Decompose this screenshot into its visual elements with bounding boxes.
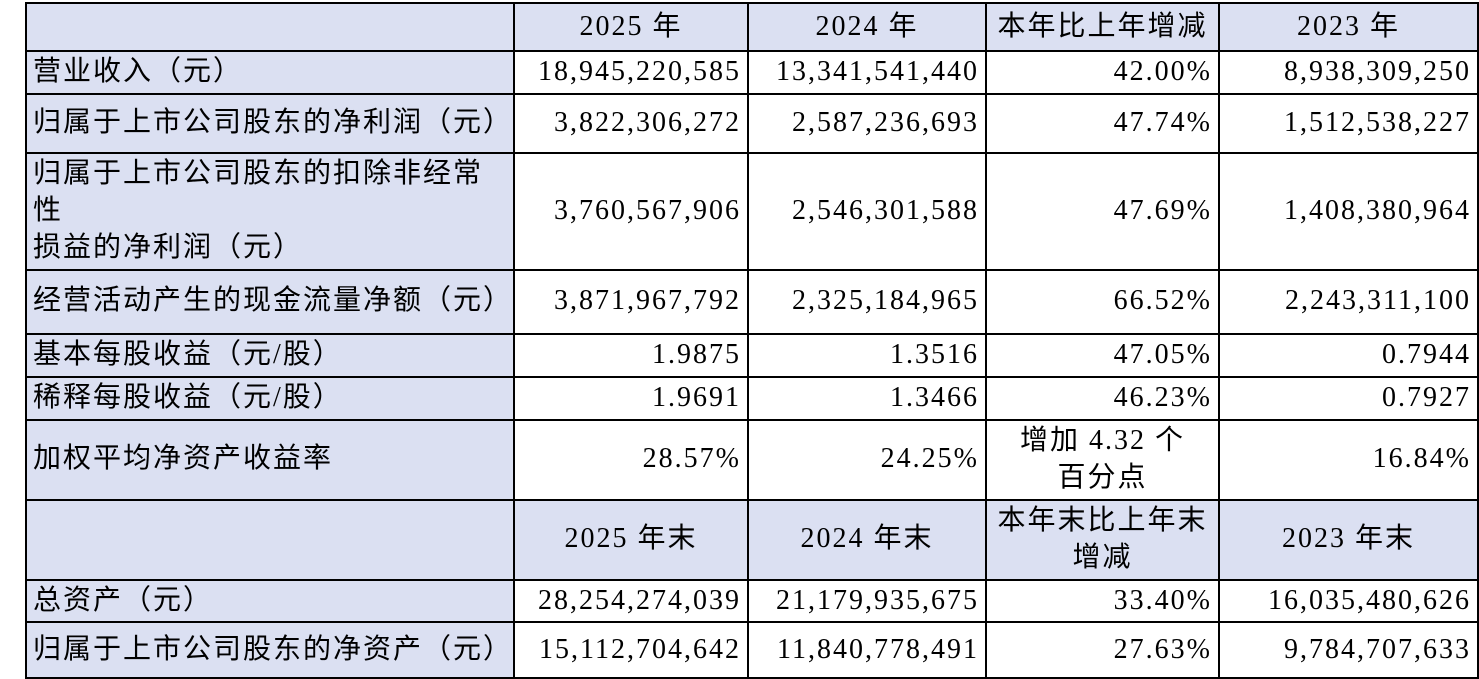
value-cell: 13,341,541,440 xyxy=(747,50,987,95)
value-cell: 28,254,274,039 xyxy=(513,578,749,624)
row-label: 稀释每股收益（元/股） xyxy=(25,375,515,421)
column-header-2025-end: 2025 年末 xyxy=(513,498,749,581)
value-cell: 8,938,309,250 xyxy=(1218,50,1479,95)
column-header-yoy-end-change: 本年末比上年末 增减 xyxy=(985,498,1220,581)
row-label: 归属于上市公司股东的净资产（元） xyxy=(25,621,515,679)
table-row-weighted-avg-roe: 加权平均净资产收益率 28.57% 24.25% 增加 4.32 个 百分点 1… xyxy=(25,418,1479,501)
value-cell: 2,243,311,100 xyxy=(1218,268,1479,335)
row-label: 总资产（元） xyxy=(25,578,515,624)
value-cell: 1.3466 xyxy=(747,375,987,421)
value-cell: 1.3516 xyxy=(747,332,987,378)
row-label: 归属于上市公司股东的净利润（元） xyxy=(25,92,515,154)
value-cell: 0.7927 xyxy=(1218,375,1479,421)
value-cell: 21,179,935,675 xyxy=(747,578,987,624)
value-cell: 47.05% xyxy=(985,332,1220,378)
value-cell: 42.00% xyxy=(985,50,1220,95)
value-cell: 66.52% xyxy=(985,268,1220,335)
value-cell: 15,112,704,642 xyxy=(513,621,749,679)
value-cell: 11,840,778,491 xyxy=(747,621,987,679)
value-cell: 16.84% xyxy=(1218,418,1479,501)
column-header-yoy-change: 本年比上年增减 xyxy=(985,2,1220,52)
column-header-2023: 2023 年 xyxy=(1218,2,1479,52)
value-cell-change-note: 增加 4.32 个 百分点 xyxy=(985,418,1220,501)
value-cell: 47.74% xyxy=(985,92,1220,154)
value-cell: 1.9691 xyxy=(513,375,749,421)
table-row-net-assets: 归属于上市公司股东的净资产（元） 15,112,704,642 11,840,7… xyxy=(25,621,1479,679)
header-blank-cell xyxy=(25,498,515,581)
value-cell: 46.23% xyxy=(985,375,1220,421)
value-cell: 1,512,538,227 xyxy=(1218,92,1479,154)
column-header-2023-end: 2023 年末 xyxy=(1218,498,1479,581)
value-cell: 28.57% xyxy=(513,418,749,501)
table-row-net-profit-excl-nonrecurring: 归属于上市公司股东的扣除非经常性 损益的净利润（元） 3,760,567,906… xyxy=(25,151,1479,271)
value-cell: 1.9875 xyxy=(513,332,749,378)
value-cell: 16,035,480,626 xyxy=(1218,578,1479,624)
value-cell: 24.25% xyxy=(747,418,987,501)
value-cell: 0.7944 xyxy=(1218,332,1479,378)
row-label: 归属于上市公司股东的扣除非经常性 损益的净利润（元） xyxy=(25,151,515,271)
key-accounting-data-table: 2025 年 2024 年 本年比上年增减 2023 年 营业收入（元） 18,… xyxy=(25,2,1479,679)
table-row-net-profit: 归属于上市公司股东的净利润（元） 3,822,306,272 2,587,236… xyxy=(25,92,1479,154)
value-cell: 1,408,380,964 xyxy=(1218,151,1479,271)
value-cell: 18,945,220,585 xyxy=(513,50,749,95)
value-cell: 2,325,184,965 xyxy=(747,268,987,335)
value-cell: 3,871,967,792 xyxy=(513,268,749,335)
table-row-diluted-eps: 稀释每股收益（元/股） 1.9691 1.3466 46.23% 0.7927 xyxy=(25,375,1479,421)
period-header-row: 2025 年 2024 年 本年比上年增减 2023 年 xyxy=(25,2,1479,52)
column-header-2024: 2024 年 xyxy=(747,2,987,52)
value-cell: 9,784,707,633 xyxy=(1218,621,1479,679)
value-cell: 2,587,236,693 xyxy=(747,92,987,154)
value-cell: 27.63% xyxy=(985,621,1220,679)
table-row-operating-cash-flow: 经营活动产生的现金流量净额（元） 3,871,967,792 2,325,184… xyxy=(25,268,1479,335)
column-header-2025: 2025 年 xyxy=(513,2,749,52)
row-label: 基本每股收益（元/股） xyxy=(25,332,515,378)
table-row-revenue: 营业收入（元） 18,945,220,585 13,341,541,440 42… xyxy=(25,50,1479,95)
value-cell: 33.40% xyxy=(985,578,1220,624)
value-cell: 3,760,567,906 xyxy=(513,151,749,271)
period-end-header-row: 2025 年末 2024 年末 本年末比上年末 增减 2023 年末 xyxy=(25,498,1479,581)
column-header-2024-end: 2024 年末 xyxy=(747,498,987,581)
header-blank-cell xyxy=(25,2,515,52)
row-label: 营业收入（元） xyxy=(25,50,515,95)
row-label: 加权平均净资产收益率 xyxy=(25,418,515,501)
value-cell: 3,822,306,272 xyxy=(513,92,749,154)
value-cell: 47.69% xyxy=(985,151,1220,271)
table-row-basic-eps: 基本每股收益（元/股） 1.9875 1.3516 47.05% 0.7944 xyxy=(25,332,1479,378)
value-cell: 2,546,301,588 xyxy=(747,151,987,271)
table-row-total-assets: 总资产（元） 28,254,274,039 21,179,935,675 33.… xyxy=(25,578,1479,624)
row-label: 经营活动产生的现金流量净额（元） xyxy=(25,268,515,335)
